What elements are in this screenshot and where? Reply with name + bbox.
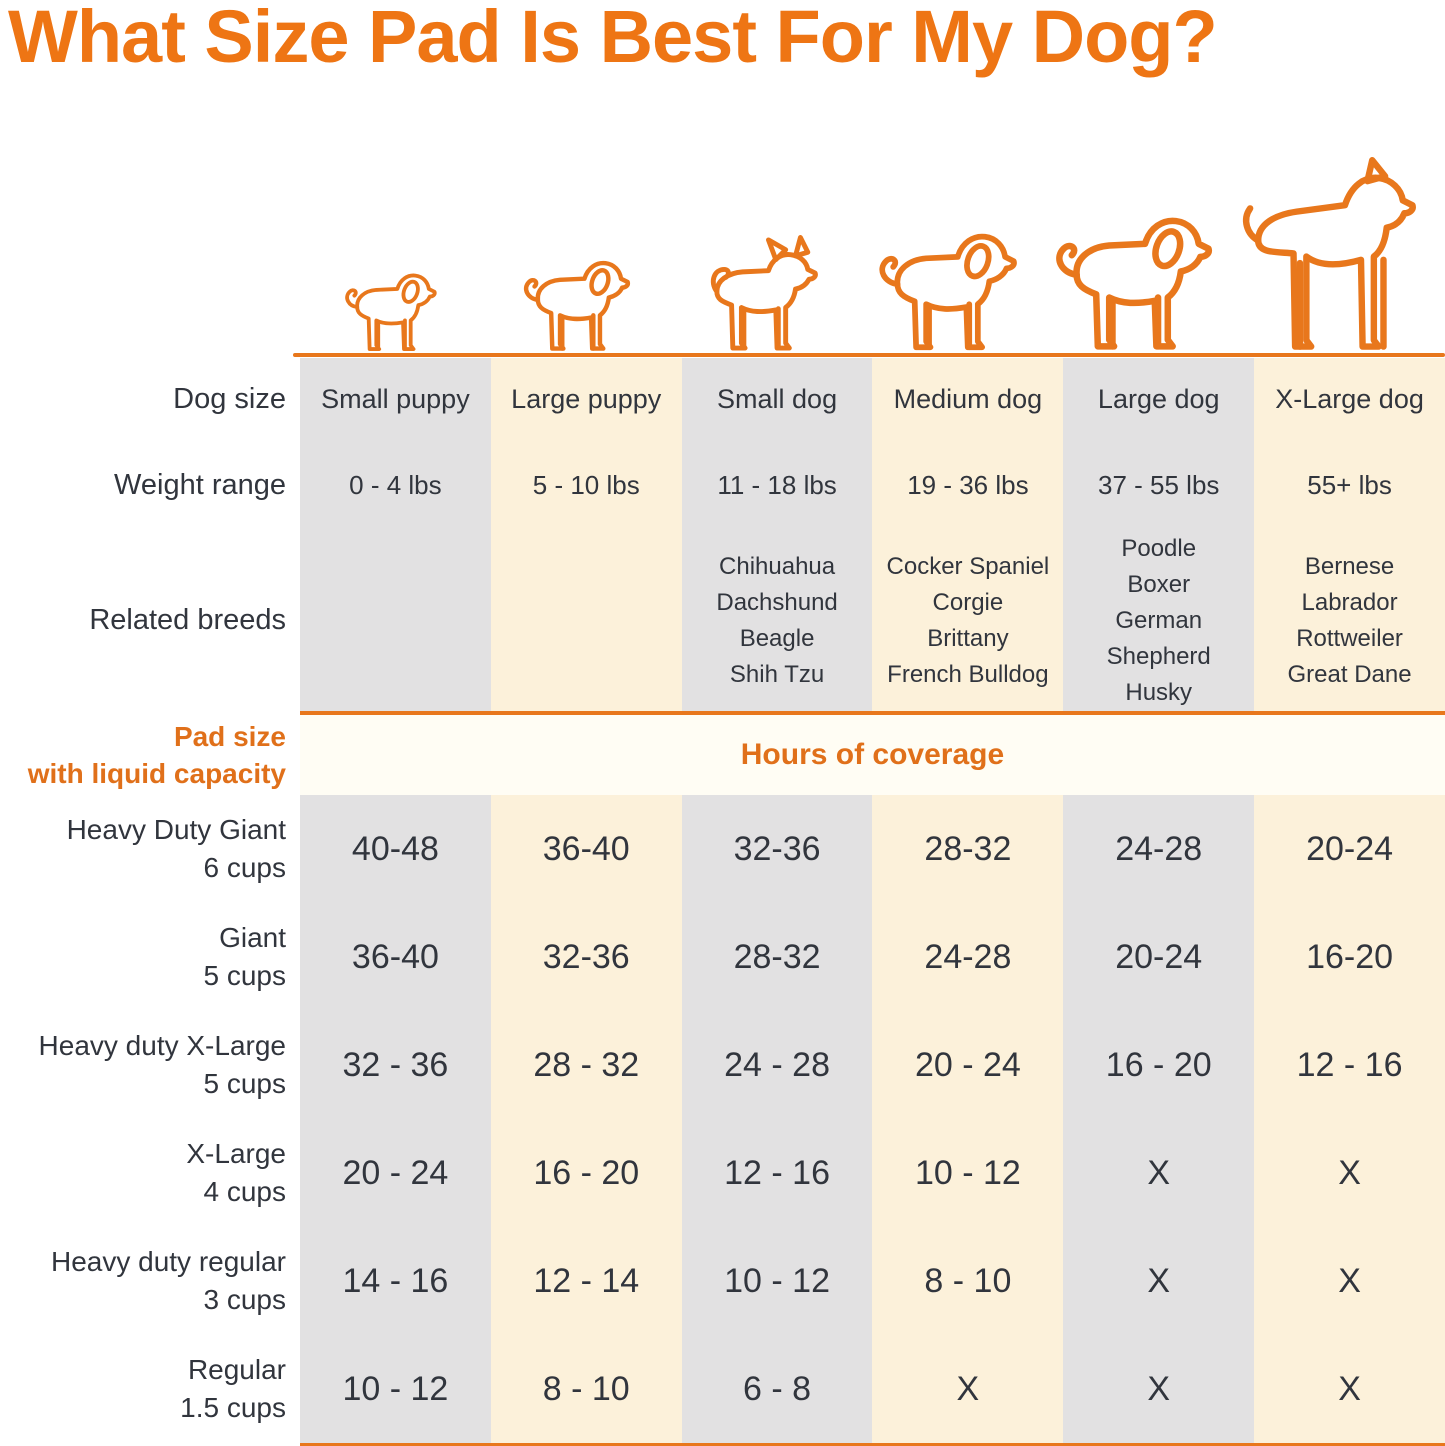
pad-row-label-heavy-duty-x-large: Heavy duty X-Large 5 cups [0,1011,300,1119]
row-label-weight-range: Weight range [0,440,300,530]
pad-row-label-heavy-duty-giant: Heavy Duty Giant 6 cups [0,795,300,903]
pad-row-label-heavy-duty-regular: Heavy duty regular 3 cups [0,1227,300,1335]
breeds-cell: Poodle Boxer German Shepherd Husky [1063,530,1255,711]
hours-cell: 28 - 32 [490,1011,682,1119]
medium-dog-icon [859,221,1045,353]
hours-cell: 12 - 16 [1254,1011,1445,1119]
hours-cell: 40-48 [300,795,491,903]
hours-cell: X [1063,1119,1255,1227]
hours-cell: 16-20 [1254,903,1445,1011]
hours-cell: 32-36 [681,795,873,903]
col-header-large-dog: Large dog [1063,358,1255,440]
breeds-cell: Cocker Spaniel Corgie Brittany French Bu… [872,530,1064,711]
hours-cell: 10 - 12 [681,1227,873,1335]
page-title: What Size Pad Is Best For My Dog? [8,0,1218,78]
hours-cell: 24 - 28 [681,1011,873,1119]
row-label-related-breeds: Related breeds [0,530,300,711]
hours-cell: 10 - 12 [872,1119,1064,1227]
hours-cell: 32 - 36 [300,1011,491,1119]
col-header-small-dog: Small dog [681,358,873,440]
breeds-cell [490,530,682,711]
hours-cell: X [1254,1227,1445,1335]
pad-row-label-giant: Giant 5 cups [0,903,300,1011]
section-divider-line [300,711,1445,715]
small-dog-icon [673,235,859,353]
large-puppy-icon [486,251,672,353]
large-dog-icon [1046,203,1232,353]
bottom-spacer [0,1443,300,1446]
hours-cell: 28-32 [681,903,873,1011]
hours-cell: 24-28 [872,903,1064,1011]
pad-row-label-x-large: X-Large 4 cups [0,1119,300,1227]
hours-cell: 36-40 [490,795,682,903]
ground-line [293,353,1445,357]
hours-cell: X [872,1335,1064,1443]
hours-cell: 12 - 14 [490,1227,682,1335]
hours-cell: X [1254,1335,1445,1443]
hours-cell: 16 - 20 [490,1119,682,1227]
weight-cell: 19 - 36 lbs [872,440,1064,530]
row-label-pad-size: Pad size with liquid capacity [0,715,300,795]
breeds-cell [300,530,491,711]
hours-cell: 16 - 20 [1063,1011,1255,1119]
hours-cell: 8 - 10 [872,1227,1064,1335]
row-label-dog-size: Dog size [0,358,300,440]
hours-cell: 20-24 [1254,795,1445,903]
hours-cell: 12 - 16 [681,1119,873,1227]
hours-cell: X [1254,1119,1445,1227]
hours-cell: 10 - 12 [300,1335,491,1443]
bottom-border-line [300,1443,1445,1446]
dog-illustrations-row [300,140,1445,353]
breeds-cell: Bernese Labrador Rottweiler Great Dane [1254,530,1445,711]
weight-cell: 0 - 4 lbs [300,440,491,530]
small-puppy-icon [300,265,486,353]
col-header-x-large-dog: X-Large dog [1254,358,1445,440]
breeds-cell: Chihuahua Dachshund Beagle Shih Tzu [681,530,873,711]
hours-of-coverage-header: Hours of coverage [300,715,1445,795]
weight-cell: 5 - 10 lbs [490,440,682,530]
hours-cell: 6 - 8 [681,1335,873,1443]
pad-row-label-regular: Regular 1.5 cups [0,1335,300,1443]
col-header-large-puppy: Large puppy [490,358,682,440]
col-header-medium-dog: Medium dog [872,358,1064,440]
hours-cell: 20-24 [1063,903,1255,1011]
weight-cell: 37 - 55 lbs [1063,440,1255,530]
x-large-dog-icon [1232,157,1445,353]
hours-cell: X [1063,1335,1255,1443]
hours-cell: 20 - 24 [872,1011,1064,1119]
hours-cell: 36-40 [300,903,491,1011]
hours-cell: 32-36 [490,903,682,1011]
weight-cell: 55+ lbs [1254,440,1445,530]
hours-cell: 28-32 [872,795,1064,903]
weight-cell: 11 - 18 lbs [681,440,873,530]
col-header-small-puppy: Small puppy [300,358,491,440]
hours-cell: 20 - 24 [300,1119,491,1227]
hours-cell: 8 - 10 [490,1335,682,1443]
size-table: Dog size Small puppy Large puppy Small d… [0,358,1445,1446]
hours-cell: 14 - 16 [300,1227,491,1335]
hours-cell: 24-28 [1063,795,1255,903]
divider-spacer [0,711,300,715]
hours-cell: X [1063,1227,1255,1335]
